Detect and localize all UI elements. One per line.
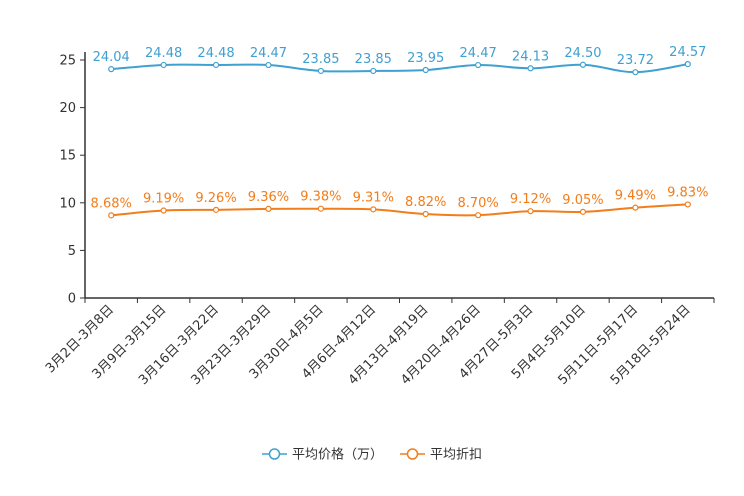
data-point — [632, 204, 639, 211]
data-point — [422, 210, 429, 218]
data-point — [212, 61, 220, 69]
data-label: 24.04 — [93, 50, 130, 65]
data-label: 24.48 — [145, 46, 182, 61]
data-label: 24.47 — [460, 46, 497, 61]
legend-item-2: 平均折扣 — [400, 448, 482, 463]
y-tick-label: 10 — [59, 196, 76, 211]
legend-marker — [406, 448, 419, 460]
data-label: 9.36% — [248, 190, 289, 205]
data-point — [632, 69, 639, 76]
data-label: 24.13 — [512, 49, 549, 64]
data-label: 8.82% — [405, 195, 446, 210]
y-tick-label: 5 — [68, 244, 76, 259]
data-point — [317, 67, 324, 75]
data-label: 24.48 — [197, 46, 234, 61]
data-label: 9.12% — [510, 192, 551, 207]
data-label: 23.72 — [617, 53, 654, 68]
data-point — [317, 205, 324, 212]
data-point — [579, 208, 587, 215]
data-label: 23.85 — [355, 52, 392, 67]
data-point — [579, 61, 587, 68]
data-point — [160, 61, 167, 69]
data-label: 8.68% — [91, 196, 132, 211]
data-point — [160, 207, 167, 214]
data-point — [265, 61, 272, 69]
legend-label: 平均价格（万） — [292, 447, 383, 463]
data-point — [370, 206, 377, 213]
data-point — [108, 212, 115, 219]
y-tick-label: 0 — [68, 292, 76, 307]
data-point — [527, 208, 534, 215]
y-tick-label: 15 — [59, 149, 76, 164]
series-layer: 24.04 24.48 24.48 24.47 23.85 23.85 23.95 24.47… — [91, 45, 708, 219]
data-point — [475, 212, 482, 219]
data-label: 8.70% — [457, 196, 498, 211]
data-label: 9.26% — [195, 191, 236, 206]
data-point — [422, 66, 429, 74]
series-line — [111, 63, 688, 74]
data-label: 9.19% — [143, 192, 184, 207]
series-2: 8.68% 9.19% 9.26% 9.36% 9.38% 9.31% 8.82% 8.70%… — [91, 185, 708, 219]
data-point — [684, 60, 691, 68]
data-label: 23.95 — [407, 51, 444, 66]
y-tick-label: 20 — [59, 101, 76, 116]
data-point — [108, 66, 115, 73]
data-point — [684, 201, 691, 208]
data-label: 24.47 — [250, 46, 287, 61]
data-label: 9.49% — [615, 189, 656, 204]
legend-marker — [268, 448, 281, 460]
axes: 05101520253月2日-3月8日3月9日-3月15日3月16日-3月22日… — [43, 52, 715, 388]
y-tick-label: 25 — [59, 54, 76, 69]
data-point — [212, 206, 220, 213]
data-label: 23.85 — [302, 52, 339, 67]
legend-label: 平均折扣 — [430, 448, 482, 463]
data-label: 9.05% — [562, 193, 603, 208]
data-point — [265, 205, 272, 212]
series-line — [111, 203, 688, 217]
series-1: 24.04 24.48 24.48 24.47 23.85 23.85 23.95 24.47… — [93, 45, 706, 76]
legend: 平均价格（万） 平均折扣 — [262, 447, 482, 463]
data-point — [527, 65, 534, 72]
legend-item-1: 平均价格（万） — [262, 447, 383, 463]
data-point — [475, 61, 482, 69]
data-label: 24.57 — [669, 45, 706, 60]
data-label: 9.38% — [300, 190, 341, 205]
data-point — [370, 67, 377, 75]
data-label: 9.31% — [353, 190, 394, 205]
data-label: 9.83% — [667, 185, 708, 200]
data-label: 24.50 — [564, 46, 601, 61]
